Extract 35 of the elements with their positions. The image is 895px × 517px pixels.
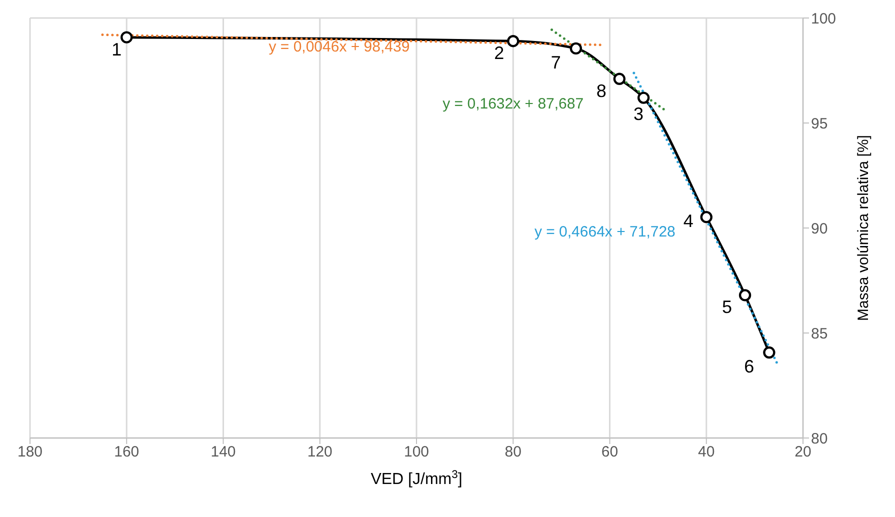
x-tick-label: 80 xyxy=(504,444,522,461)
y-tick-label: 85 xyxy=(811,325,828,342)
annotation: 6 xyxy=(744,356,754,377)
y-tick-label: 95 xyxy=(811,115,828,132)
x-tick-label: 120 xyxy=(307,444,332,461)
x-axis-title: VED [J/mm$^{3}$] xyxy=(370,469,462,488)
point xyxy=(507,35,520,48)
y-tick-label: 90 xyxy=(811,220,828,238)
point xyxy=(613,72,626,85)
x-tick-label: 40 xyxy=(698,444,715,461)
x-tick-label: 180 xyxy=(17,444,43,461)
x-tick-label: 100 xyxy=(404,444,430,461)
annotation: 4 xyxy=(683,211,694,232)
x-tick-label: 140 xyxy=(210,444,236,461)
text: y = 0,1632x + 87,687 xyxy=(442,95,584,112)
annotation: 5 xyxy=(722,297,732,318)
annotation: 3 xyxy=(634,104,644,124)
point xyxy=(120,31,133,44)
annotation: 2 xyxy=(494,43,504,64)
point xyxy=(637,92,650,104)
x-tick-label: 20 xyxy=(794,444,812,461)
x-tick-label: 60 xyxy=(601,444,618,461)
point xyxy=(738,289,752,302)
series-label: y = 0,4664x + 71,728 xyxy=(534,223,676,240)
series-label: y = 0,0046x + 98,439 xyxy=(268,38,410,56)
x-tick-label: 160 xyxy=(114,444,140,461)
y-tick-label: 100 xyxy=(811,10,836,28)
point xyxy=(763,346,776,359)
point xyxy=(570,42,582,55)
y-axis-title: Massa volúmica relativa [%] xyxy=(855,135,872,321)
annotation: 8 xyxy=(596,80,606,101)
annotation: 1 xyxy=(112,39,122,60)
y-tick-label: 80 xyxy=(811,430,828,448)
annotation: 7 xyxy=(550,52,561,72)
point xyxy=(700,210,712,224)
